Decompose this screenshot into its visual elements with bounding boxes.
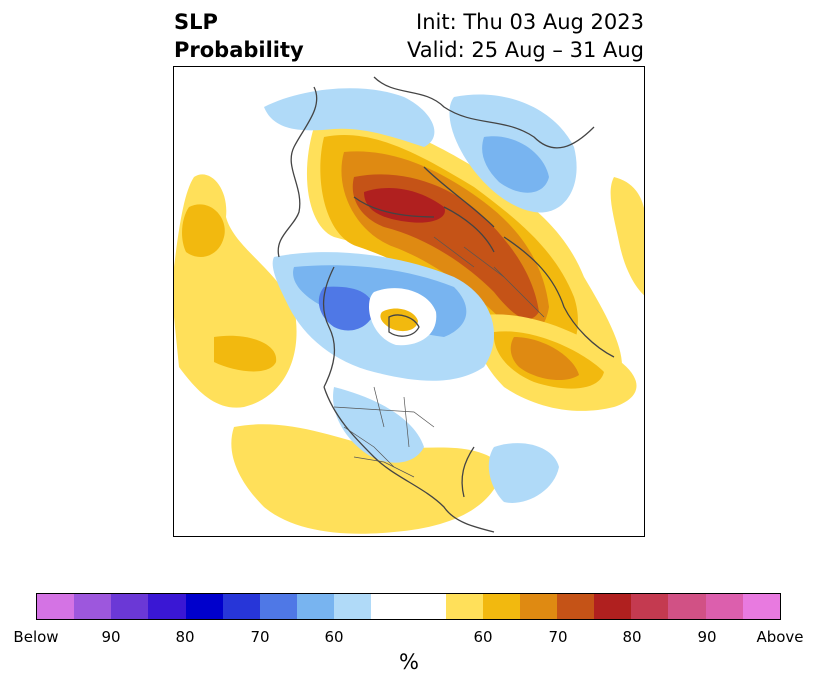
colorbar-segment xyxy=(482,594,520,619)
colorbar-segment xyxy=(631,594,669,619)
below-region-arctic-blue xyxy=(318,286,374,331)
title-metric: Probability xyxy=(174,38,304,62)
tick-label: Above xyxy=(756,628,804,646)
colorbar-segment xyxy=(111,594,149,619)
colorbar-segment xyxy=(334,594,372,619)
above-region-arctic-island-2 xyxy=(380,308,418,332)
country-borders xyxy=(333,236,545,478)
colorbar-segment xyxy=(705,594,743,619)
above-region-north-america xyxy=(231,424,504,534)
below-region-bering xyxy=(264,88,435,147)
colorbar-segment xyxy=(668,594,706,619)
colorbar-segment xyxy=(222,594,260,619)
polar-map xyxy=(173,66,645,537)
tick-label: 90 xyxy=(697,628,717,646)
colorbar-segment xyxy=(185,594,223,619)
colorbar-segment xyxy=(259,594,297,619)
colorbar-segment xyxy=(519,594,557,619)
coastlines xyxy=(277,76,615,533)
colorbar-segment xyxy=(594,594,632,619)
colorbar-segment xyxy=(74,594,112,619)
tick-label: 90 xyxy=(101,628,121,646)
tick-label: 80 xyxy=(622,628,642,646)
colorbar-segment xyxy=(742,594,780,619)
above-region-eurasia-red xyxy=(364,187,445,223)
colorbar-segment xyxy=(371,594,446,619)
below-region-siberia-mid xyxy=(482,136,549,193)
colorbar-segment xyxy=(148,594,186,619)
colorbar-segment xyxy=(556,594,595,619)
tick-label: 60 xyxy=(473,628,493,646)
map-title: SLP Probability xyxy=(174,8,304,64)
tick-label: 70 xyxy=(548,628,568,646)
above-region-pacific-inner xyxy=(182,204,225,257)
tick-label: 80 xyxy=(175,628,195,646)
above-region-atlantic-orange xyxy=(510,337,579,381)
forecast-dates: Init: Thu 03 Aug 2023 Valid: 25 Aug – 31… xyxy=(407,8,644,64)
title-variable: SLP xyxy=(174,10,218,34)
init-date: Init: Thu 03 Aug 2023 xyxy=(416,10,644,34)
colorbar-segment xyxy=(296,594,335,619)
below-region-atlantic xyxy=(488,443,559,503)
below-region-central-na xyxy=(333,387,424,463)
probability-map-svg xyxy=(174,76,644,534)
above-region-east-pacific xyxy=(610,177,644,296)
tick-label: Below xyxy=(13,628,59,646)
tick-label: 60 xyxy=(324,628,344,646)
above-region-pacific-south xyxy=(214,335,277,372)
valid-range: Valid: 25 Aug – 31 Aug xyxy=(406,38,644,62)
colorbar-unit: % xyxy=(399,650,419,674)
tick-label: 70 xyxy=(250,628,270,646)
colorbar-segment xyxy=(445,594,483,619)
colorbar-segment xyxy=(37,594,75,619)
colorbar xyxy=(36,593,781,620)
